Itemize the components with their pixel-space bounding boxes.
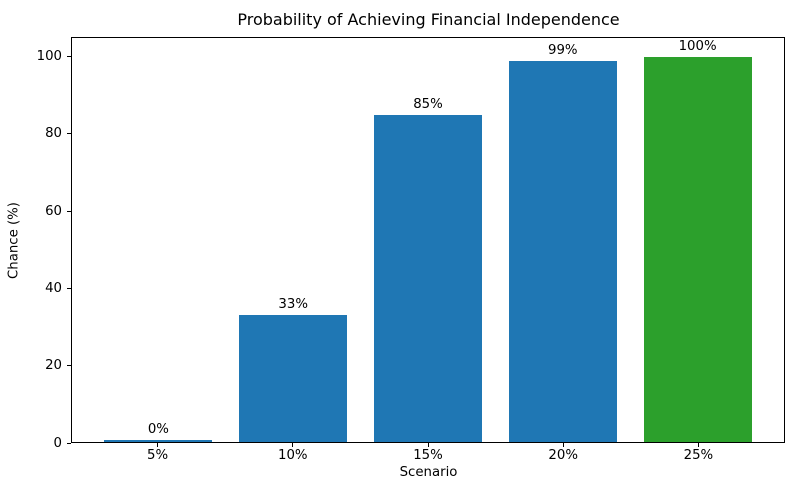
chart-title: Probability of Achieving Financial Indep… [237, 10, 620, 29]
bar-value-label: 0% [147, 422, 169, 437]
y-tick-label: 0 [53, 435, 62, 451]
x-tick-mark [292, 443, 294, 447]
x-tick-mark [697, 443, 699, 447]
bar-value-label: 85% [413, 96, 443, 112]
bar-value-label: 100% [678, 39, 717, 55]
x-axis-label: Scenario [399, 465, 458, 480]
plot-area: 0% 33% 85% 99% 100% [71, 37, 785, 443]
y-tick-mark [67, 210, 71, 212]
bar-value-label: 33% [278, 297, 308, 313]
bar-slot-20%: 99% [495, 38, 630, 442]
y-tick-mark [67, 365, 71, 367]
y-tick-label: 60 [45, 203, 62, 219]
bar-slot-15%: 85% [361, 38, 496, 442]
y-tick-label: 40 [45, 280, 62, 296]
bar-slot-25%: 100% [630, 38, 765, 442]
x-tick-mark [157, 443, 159, 447]
bar-slot-10%: 33% [226, 38, 361, 442]
y-tick-mark [67, 55, 71, 57]
bar-slot-5%: 0% [91, 38, 226, 442]
x-tick-label: 10% [278, 448, 308, 463]
y-tick-label: 80 [45, 126, 62, 142]
x-tick-label: 20% [548, 448, 578, 463]
y-axis-label: Chance (%) [6, 202, 22, 280]
bar-15% [374, 114, 482, 442]
bar-5% [104, 440, 213, 442]
y-tick-mark [67, 287, 71, 289]
bar-10% [239, 315, 348, 442]
x-tick-label: 25% [683, 448, 714, 463]
y-tick-mark [67, 442, 71, 444]
bar-value-label: 99% [548, 43, 578, 59]
x-tick-label: 15% [413, 448, 443, 463]
x-tick-label: 5% [147, 448, 169, 463]
bars-container: 0% 33% 85% 99% 100% [91, 38, 765, 442]
y-tick-label: 20 [45, 358, 62, 374]
y-tick-label: 100 [36, 48, 62, 64]
x-tick-mark [427, 443, 429, 447]
bar-20% [508, 61, 617, 442]
bar-25% [643, 57, 752, 442]
x-tick-mark [562, 443, 564, 447]
y-tick-mark [67, 133, 71, 135]
